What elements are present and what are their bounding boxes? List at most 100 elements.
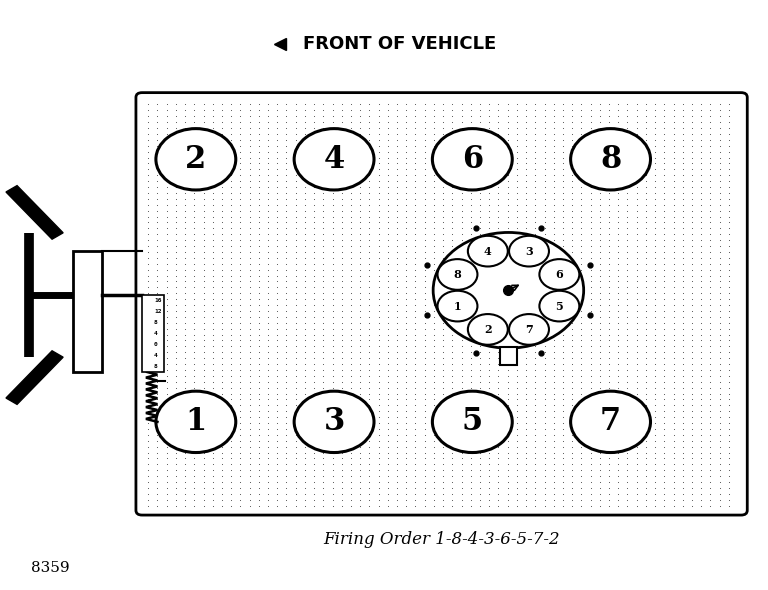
Point	[197, 123, 210, 133]
Point	[548, 159, 560, 168]
Point	[188, 218, 200, 227]
Point	[695, 277, 707, 286]
Point	[142, 471, 154, 481]
Point	[548, 265, 560, 274]
Point	[419, 300, 431, 310]
Point	[520, 401, 532, 410]
Point	[631, 241, 643, 251]
Point	[345, 159, 357, 168]
Point	[207, 112, 219, 121]
Point	[437, 318, 449, 327]
Point	[207, 365, 219, 375]
Point	[428, 188, 440, 198]
Point	[640, 277, 652, 286]
Point	[713, 430, 726, 440]
Point	[336, 365, 348, 375]
Point	[640, 383, 652, 392]
Point	[483, 289, 495, 298]
Point	[179, 348, 191, 357]
Point	[483, 200, 495, 209]
Point	[290, 277, 302, 286]
Bar	[142, 295, 164, 372]
Point	[197, 306, 210, 316]
Point	[483, 460, 495, 469]
Point	[326, 336, 339, 345]
Point	[326, 454, 339, 463]
Point	[308, 265, 320, 274]
Point	[336, 182, 348, 192]
Point	[161, 188, 173, 198]
Point	[695, 300, 707, 310]
Point	[667, 412, 680, 422]
Point	[723, 342, 735, 351]
Point	[419, 224, 431, 233]
Point	[695, 141, 707, 150]
Point	[695, 448, 707, 457]
Point	[437, 424, 449, 434]
Point	[299, 436, 311, 445]
Point	[308, 348, 320, 357]
Point	[548, 401, 560, 410]
Point	[566, 418, 578, 428]
Point	[354, 200, 366, 209]
Point	[207, 230, 219, 239]
Point	[575, 501, 588, 510]
Point	[474, 200, 486, 209]
Point	[161, 171, 173, 180]
Point	[640, 501, 652, 510]
Point	[317, 377, 329, 386]
Point	[391, 194, 403, 204]
Point	[594, 135, 606, 145]
Point	[363, 100, 376, 109]
Point	[151, 330, 164, 339]
Point	[695, 253, 707, 263]
Point	[437, 123, 449, 133]
Point	[170, 141, 182, 150]
Point	[704, 112, 717, 121]
Point	[446, 123, 458, 133]
Point	[520, 448, 532, 457]
Point	[308, 383, 320, 392]
Point	[474, 129, 486, 139]
Point	[713, 159, 726, 168]
Point	[621, 294, 634, 304]
Point	[492, 206, 505, 215]
Point	[409, 454, 422, 463]
Point	[299, 336, 311, 345]
Point	[640, 424, 652, 434]
Point	[372, 300, 385, 310]
Point	[621, 159, 634, 168]
Point	[400, 283, 412, 292]
Point	[566, 194, 578, 204]
Point	[290, 306, 302, 316]
Point	[151, 395, 164, 404]
Point	[631, 212, 643, 221]
Point	[713, 182, 726, 192]
Point	[713, 241, 726, 251]
Point	[667, 159, 680, 168]
Point	[326, 477, 339, 487]
Point	[713, 141, 726, 150]
Point	[575, 359, 588, 369]
Point	[271, 495, 283, 504]
Point	[400, 218, 412, 227]
Point	[271, 430, 283, 440]
Point	[520, 412, 532, 422]
Point	[326, 365, 339, 375]
Point	[161, 277, 173, 286]
Point	[280, 306, 293, 316]
Text: 2: 2	[484, 324, 492, 335]
Point	[649, 300, 661, 310]
Point	[502, 448, 514, 457]
Point	[428, 448, 440, 457]
Point	[704, 365, 717, 375]
Point	[474, 241, 486, 251]
Point	[520, 353, 532, 363]
Point	[548, 224, 560, 233]
Point	[667, 135, 680, 145]
Point	[419, 436, 431, 445]
Point	[584, 224, 597, 233]
Point	[234, 359, 247, 369]
Text: FRONT OF VEHICLE: FRONT OF VEHICLE	[303, 35, 497, 53]
Point	[594, 212, 606, 221]
